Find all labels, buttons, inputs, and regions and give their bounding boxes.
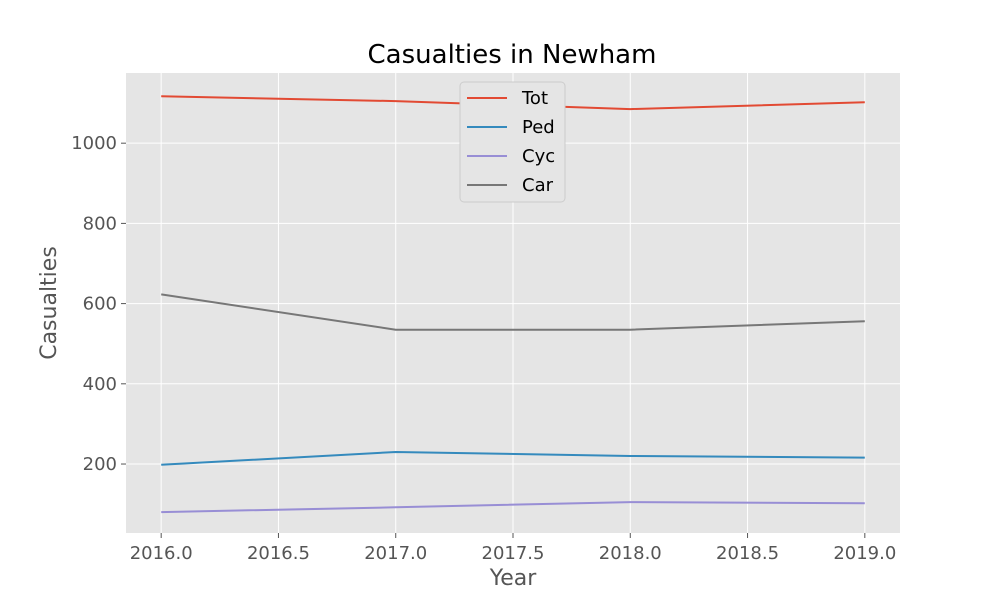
legend-label-tot: Tot <box>521 88 548 109</box>
x-tick-label: 2019.0 <box>833 543 896 564</box>
chart-title: Casualties in Newham <box>368 40 657 70</box>
y-tick-label: 1000 <box>71 133 117 154</box>
legend-label-car: Car <box>522 175 554 196</box>
series-line-car <box>161 293 865 331</box>
legend-label-ped: Ped <box>522 117 555 138</box>
x-tick-labels: 2016.0 2016.5 2017.0 2017.5 2018.0 2018.5 2019… <box>130 533 896 564</box>
y-tick-labels: 200 400 600 800 1000 <box>71 133 126 475</box>
x-axis-label: Year <box>489 566 538 591</box>
y-tick-label: 400 <box>83 374 117 395</box>
x-tick-label: 2018.0 <box>599 543 662 564</box>
x-tick-label: 2018.5 <box>716 543 779 564</box>
legend-box <box>459 81 566 203</box>
y-tick-label: 200 <box>83 454 117 475</box>
y-tick-label: 800 <box>83 213 117 234</box>
x-tick-label: 2017.5 <box>482 543 545 564</box>
series-line-cyc <box>161 501 865 514</box>
x-tick-label: 2016.5 <box>247 543 310 564</box>
y-axis-label: Casualties <box>37 246 62 360</box>
y-tick-label: 600 <box>83 294 117 315</box>
x-tick-label: 2016.0 <box>130 543 193 564</box>
legend: Tot Ped Cyc Car <box>459 81 566 203</box>
x-tick-label: 2017.0 <box>364 543 427 564</box>
legend-label-cyc: Cyc <box>522 146 555 167</box>
grid-lines <box>126 73 900 533</box>
series-line-ped <box>161 451 865 466</box>
